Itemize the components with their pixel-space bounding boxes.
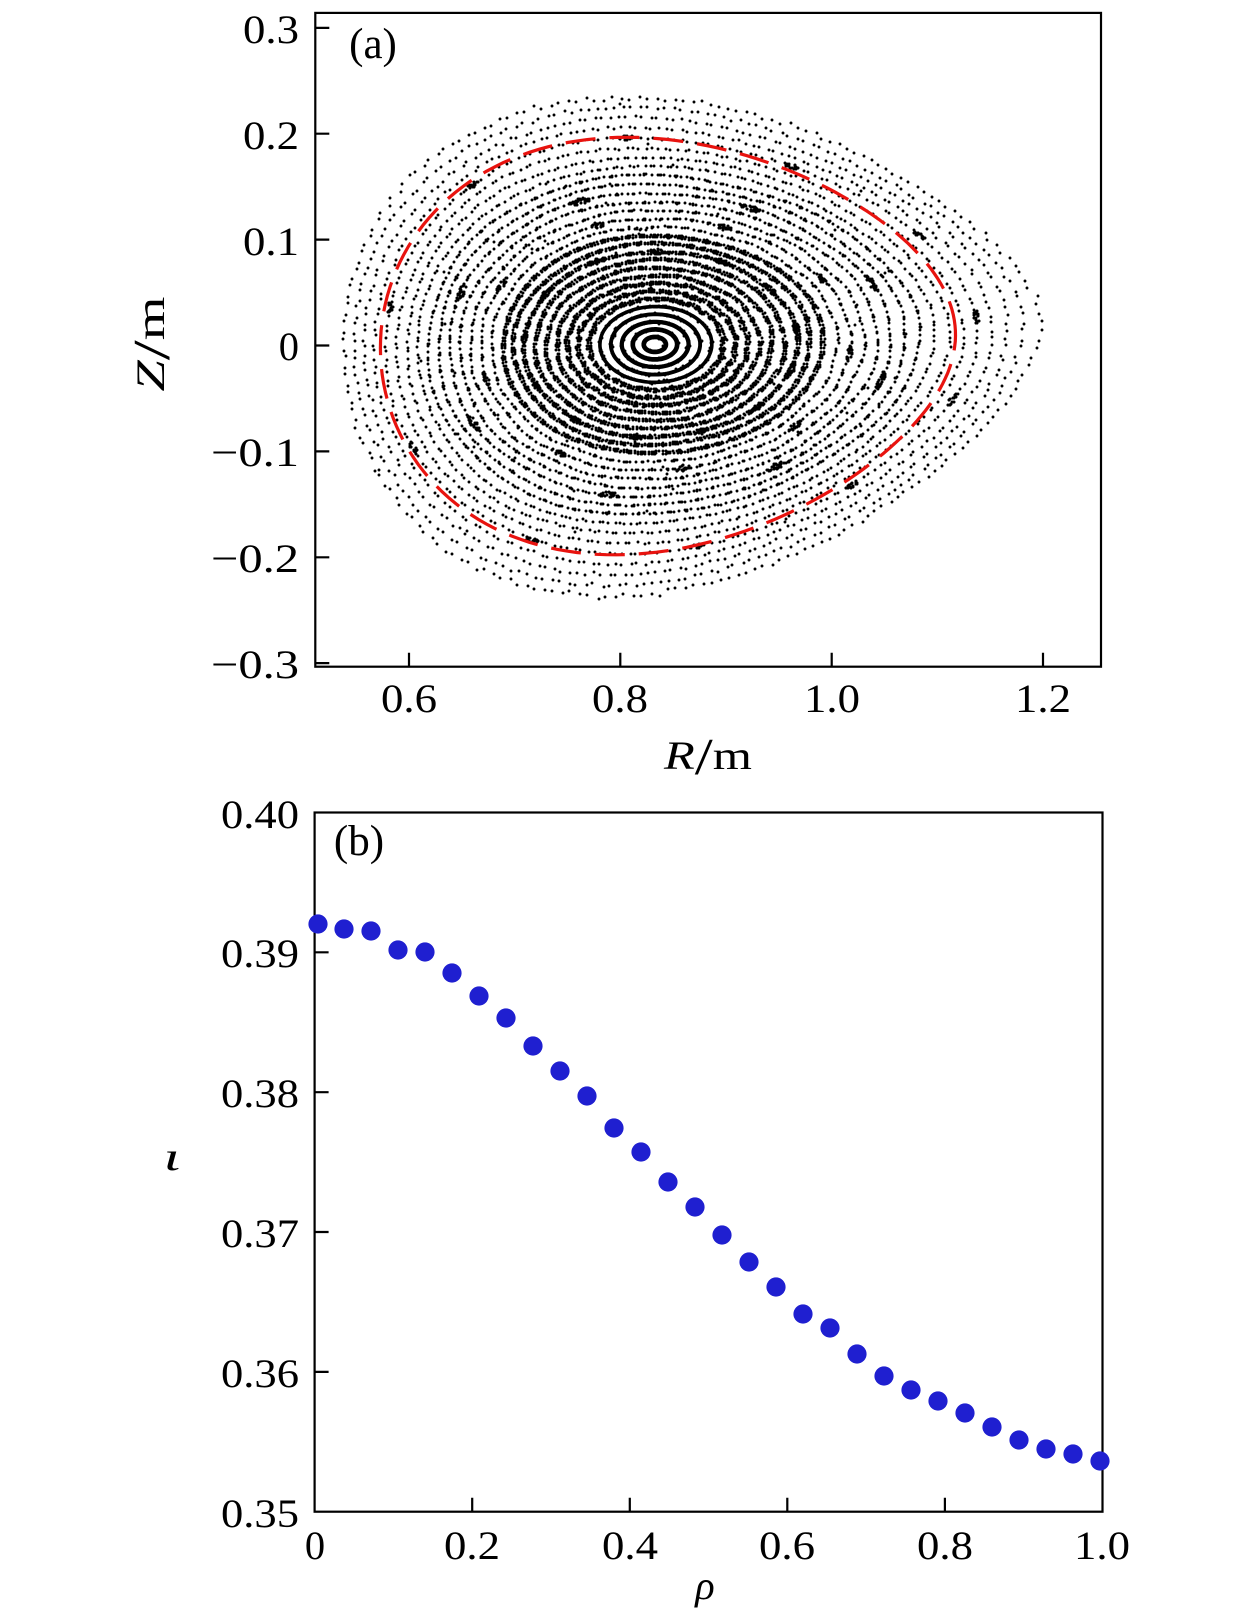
svg-text:−0.2: −0.2	[211, 536, 299, 581]
svg-text:0.6: 0.6	[759, 1523, 815, 1568]
svg-text:0.8: 0.8	[592, 676, 648, 721]
svg-text:0.1: 0.1	[243, 219, 299, 264]
svg-text:(b): (b)	[334, 818, 384, 865]
svg-text:0.38: 0.38	[221, 1071, 299, 1116]
svg-text:0.35: 0.35	[221, 1491, 299, 1536]
svg-text:ρ: ρ	[693, 1563, 714, 1608]
svg-text:0: 0	[305, 1523, 325, 1568]
svg-text:Z/m: Z/m	[124, 297, 181, 392]
svg-text:0.6: 0.6	[381, 676, 437, 721]
svg-text:0.2: 0.2	[444, 1523, 500, 1568]
svg-text:−0.3: −0.3	[211, 642, 299, 687]
svg-text:−0.1: −0.1	[211, 430, 299, 475]
svg-text:0.2: 0.2	[243, 113, 299, 158]
svg-text:0: 0	[279, 324, 299, 369]
svg-text:0.4: 0.4	[602, 1523, 658, 1568]
svg-text:0.37: 0.37	[221, 1211, 299, 1256]
svg-text:(a): (a)	[349, 21, 397, 68]
svg-text:0.8: 0.8	[917, 1523, 973, 1568]
svg-text:ι: ι	[164, 1134, 181, 1179]
svg-text:1.0: 1.0	[1074, 1523, 1130, 1568]
svg-text:0.3: 0.3	[243, 7, 299, 52]
svg-text:0.40: 0.40	[221, 792, 299, 837]
svg-text:0.36: 0.36	[221, 1351, 299, 1396]
svg-text:1.0: 1.0	[804, 676, 860, 721]
svg-text:0.39: 0.39	[221, 931, 299, 976]
svg-text:R/m: R/m	[663, 729, 752, 786]
svg-text:1.2: 1.2	[1015, 676, 1071, 721]
